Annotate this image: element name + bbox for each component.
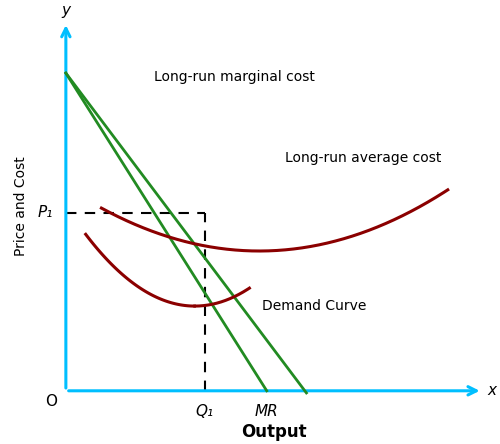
- Text: Q₁: Q₁: [196, 404, 214, 419]
- Text: P₁: P₁: [38, 206, 54, 220]
- Text: MR: MR: [255, 404, 278, 419]
- Text: Demand Curve: Demand Curve: [262, 299, 366, 313]
- Text: x: x: [488, 383, 496, 398]
- Text: Output: Output: [242, 423, 307, 440]
- Text: y: y: [62, 3, 70, 18]
- Text: Long-run marginal cost: Long-run marginal cost: [154, 70, 315, 84]
- Text: O: O: [45, 394, 57, 409]
- Text: Price and Cost: Price and Cost: [14, 157, 28, 256]
- Text: Long-run average cost: Long-run average cost: [286, 151, 442, 165]
